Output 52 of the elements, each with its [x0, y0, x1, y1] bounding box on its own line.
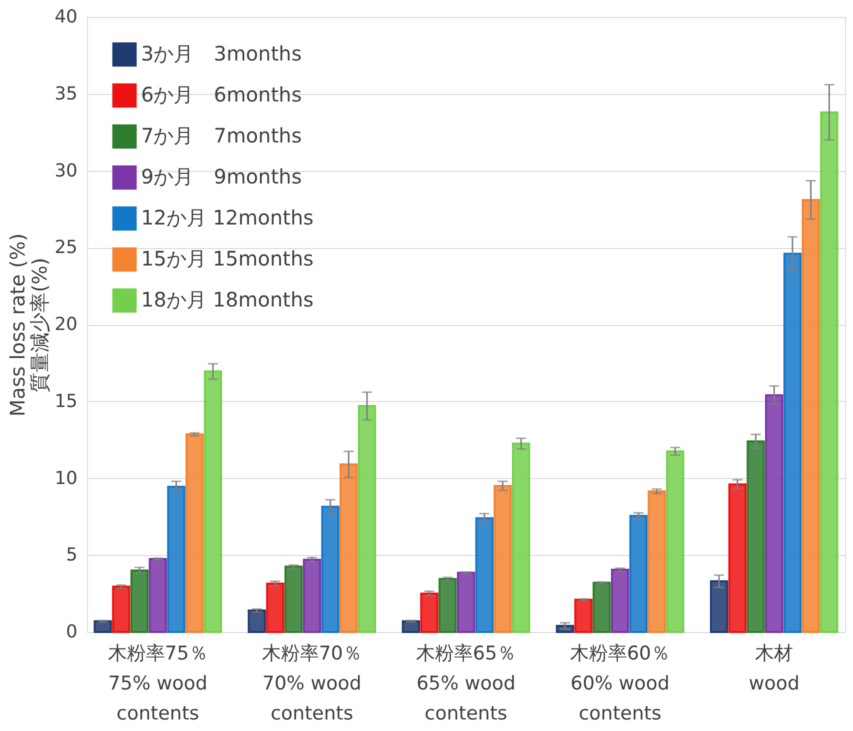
bar — [340, 463, 358, 633]
bar — [820, 111, 838, 633]
bar — [728, 483, 746, 633]
y-tick-label: 10 — [54, 468, 78, 489]
bar — [167, 486, 186, 633]
y-tick-label: 25 — [54, 237, 78, 258]
x-tick-label: 木材 wood — [748, 642, 800, 694]
bar — [402, 620, 420, 633]
x-tick-label: 木粉率75％ 75% wood contents — [108, 642, 208, 724]
bar — [783, 252, 802, 633]
bar — [204, 370, 222, 633]
bar — [148, 558, 167, 633]
x-tick-label: 木粉率65％ 65% wood contents — [416, 642, 516, 724]
bar — [248, 609, 266, 633]
bar — [574, 598, 592, 633]
bar — [610, 568, 630, 633]
bar — [266, 582, 284, 633]
y-tick-label: 40 — [54, 6, 78, 28]
x-tick-label: 木粉率60％ 60% wood contents — [570, 642, 670, 724]
bar — [284, 566, 303, 633]
bar — [592, 582, 611, 633]
bar — [746, 440, 765, 633]
bar — [456, 572, 476, 633]
legend-label: 18か月 18months — [141, 288, 314, 312]
y-tick-label: 0 — [66, 622, 78, 642]
y-tick-label: 15 — [54, 390, 78, 412]
bar — [94, 620, 112, 633]
legend-label: 3か月 3months — [141, 42, 302, 66]
legend-label: 7か月 7months — [141, 124, 302, 148]
bar — [321, 506, 340, 633]
bar — [666, 450, 684, 633]
bar — [358, 404, 376, 633]
bar — [710, 580, 728, 633]
bar — [494, 484, 512, 633]
y-tick-label: 30 — [54, 160, 78, 182]
bar — [512, 442, 530, 633]
bar — [438, 578, 457, 633]
y-tick-label: 20 — [54, 314, 78, 335]
y-tick-label: 35 — [54, 83, 78, 104]
legend-label: 12か月 12months — [141, 206, 314, 230]
bar — [420, 592, 438, 633]
y-axis-title: Mass loss rate (%) 質量減少率(%) — [6, 233, 52, 417]
legend-label: 6か月 6months — [141, 82, 302, 106]
bar — [765, 394, 784, 633]
legend-label: 15か月 15months — [141, 246, 314, 270]
legend-label: 9か月 9months — [141, 164, 302, 188]
bar — [186, 433, 204, 633]
x-tick-label: 木粉率70％ 70% wood contents — [262, 642, 362, 724]
bar — [475, 517, 494, 633]
bar — [802, 198, 820, 633]
bar — [112, 586, 130, 633]
y-tick-label: 5 — [66, 544, 78, 566]
